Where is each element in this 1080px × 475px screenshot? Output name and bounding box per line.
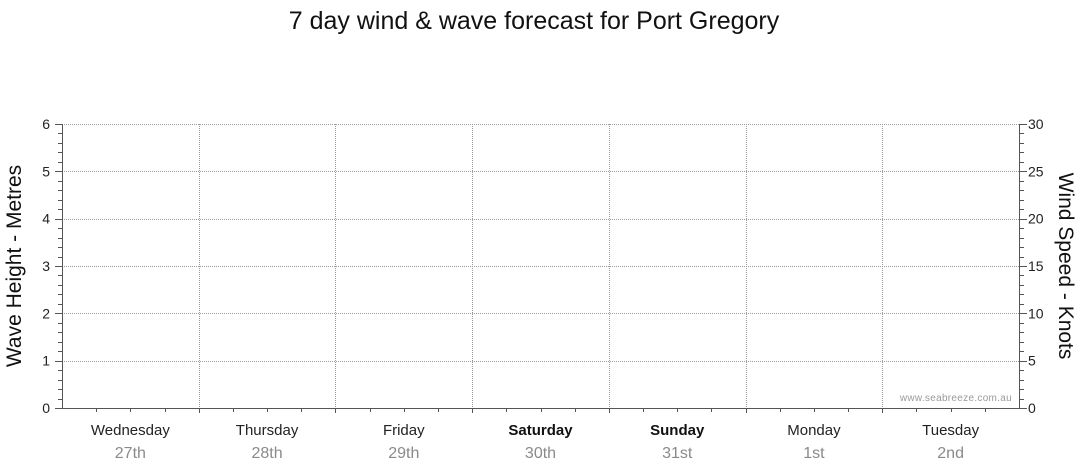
left-tick-label: 6 <box>42 116 50 132</box>
day-date-label: 29th <box>388 445 419 462</box>
right-tick-label: 5 <box>1028 353 1036 369</box>
left-tick-label: 0 <box>42 400 50 416</box>
right-tick-label: 30 <box>1028 116 1044 132</box>
left-tick-label: 3 <box>42 258 50 274</box>
day-date-label: 31st <box>662 445 693 462</box>
left-tick-labels: 0 1 2 3 4 5 6 <box>42 116 50 416</box>
right-tick-label: 25 <box>1028 163 1044 179</box>
left-tick-label: 4 <box>42 211 50 227</box>
day-name-label: Friday <box>383 422 425 439</box>
chart-title: 7 day wind & wave forecast for Port Greg… <box>289 7 780 35</box>
day-date-label: 27th <box>115 445 146 462</box>
day-date-label: 28th <box>252 445 283 462</box>
right-tick-label: 15 <box>1028 258 1044 274</box>
left-tick-label: 2 <box>42 305 50 321</box>
day-name-label: Tuesday <box>922 422 979 439</box>
day-name-label: Saturday <box>508 422 573 439</box>
day-name-label: Thursday <box>236 422 299 439</box>
left-tick-label: 1 <box>42 353 50 369</box>
day-date-label: 30th <box>525 445 556 462</box>
day-date-label: 1st <box>803 445 825 462</box>
day-name-label: Monday <box>787 422 841 439</box>
grid-lines <box>62 124 1019 408</box>
day-labels: Wednesday 27th Thursday 28th Friday 29th Satur… <box>91 422 980 462</box>
watermark-text: www.seabreeze.com.au <box>899 393 1012 404</box>
right-tick-label: 10 <box>1028 305 1044 321</box>
left-tick-label: 5 <box>42 163 50 179</box>
left-axis-title: Wave Height - Metres <box>3 165 26 367</box>
right-tick-label: 20 <box>1028 211 1044 227</box>
day-name-label: Wednesday <box>91 422 170 439</box>
day-date-label: 2nd <box>937 445 964 462</box>
right-axis-title: Wind Speed - Knots <box>1054 173 1077 360</box>
right-tick-label: 0 <box>1028 400 1036 416</box>
chart-axes <box>55 124 1027 413</box>
right-tick-labels: 0 5 10 15 20 25 30 <box>1028 116 1044 416</box>
day-name-label: Sunday <box>650 422 705 439</box>
